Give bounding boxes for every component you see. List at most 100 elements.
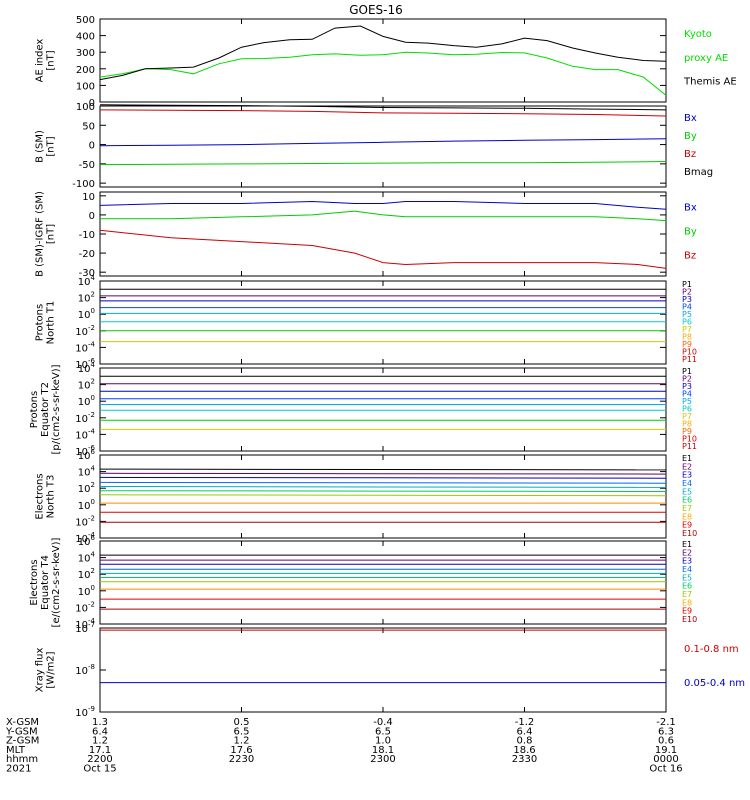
y-tick-label: 100: [78, 307, 95, 321]
series-line-by: [100, 210, 667, 222]
y-axis-label: [W/m2]: [46, 651, 57, 688]
x-axis-tick-value: 6.3: [658, 726, 674, 737]
y-tick-label: 0: [89, 98, 95, 109]
legend-entry: E9: [682, 521, 692, 530]
series-line-e1: [99, 468, 667, 471]
y-axis-label: Xray flux: [35, 648, 46, 693]
y-axis-label: B (SM)-IGRF (SM): [35, 191, 46, 277]
y-tick-label: 102: [78, 291, 95, 305]
legend-entry: P9: [682, 340, 692, 349]
y-tick-label: 50: [82, 121, 95, 132]
y-tick-label: 0: [89, 211, 95, 222]
legend-entry: P3: [682, 295, 692, 304]
y-tick-label: 300: [76, 48, 95, 59]
legend-entry: P5: [682, 397, 692, 406]
y-axis-label: Equator T2: [40, 382, 51, 437]
x-axis-tick-value: 6.4: [517, 726, 533, 737]
series-line-bz: [99, 109, 667, 117]
legend-entry: E10: [682, 529, 697, 538]
legend-entry: P10: [682, 348, 697, 357]
x-axis-tick-value: 17.6: [230, 745, 252, 756]
y-axis-label: Equator T4: [40, 555, 51, 610]
y-tick-label: 10-2: [75, 600, 95, 614]
y-tick-label: 10-2: [75, 324, 95, 338]
panel-ae: 0 100 200 300 400 500 AE index [nT] Kyoto proxy A…: [35, 15, 737, 109]
y-tick-label: 10: [82, 192, 95, 203]
legend-entry: P11: [682, 442, 697, 451]
panel-bres: -30 -20 -10 0 10 B (SM)-IGRF (SM) [nT] Bx By Bz: [35, 191, 697, 279]
x-axis-tick-value: 0.8: [517, 736, 533, 747]
legend-entry: P2: [682, 288, 692, 297]
legend-entry: E3: [682, 471, 692, 480]
y-tick-label: 100: [78, 584, 95, 598]
panel-frame: [99, 18, 667, 103]
y-tick-label: 104: [78, 361, 96, 375]
panel-frame: [99, 454, 667, 539]
x-axis-row-label: X-GSM: [6, 717, 39, 728]
x-axis-tick-value: -1.2: [515, 717, 535, 728]
x-axis-tick-value: 0.6: [658, 736, 674, 747]
x-axis-tick-value: 6.5: [234, 726, 250, 737]
series-line-e4: [99, 481, 667, 484]
y-axis-label: [nT]: [46, 136, 57, 156]
y-tick-label: 102: [78, 481, 95, 495]
legend-entry: E7: [682, 504, 692, 513]
x-axis-row-label: Z-GSM: [6, 736, 39, 747]
y-tick-label: 10-2: [75, 411, 95, 425]
legend-entry: P9: [682, 427, 692, 436]
y-axis-label: Protons: [35, 304, 46, 341]
x-axis-tick-value: 1.2: [92, 736, 108, 747]
legend-entry: By: [684, 226, 697, 237]
legend-entry: E1: [682, 454, 692, 463]
panel-legend: 0.1-0.8 nm 0.05-0.4 nm: [684, 644, 745, 689]
y-axis-label: North T3: [46, 475, 57, 519]
legend-entry: P4: [682, 303, 692, 312]
panel-bsm: -100 -50 0 50 100 B (SM) [nT] Bx By Bz Bmag: [35, 102, 714, 190]
legend-entry: E8: [682, 512, 692, 521]
y-axis-label: AE index: [35, 39, 46, 83]
x-axis-tick-value: 1.2: [234, 736, 250, 747]
y-tick-label: -100: [72, 179, 95, 190]
legend-entry: P6: [682, 318, 692, 327]
y-tick-label: 104: [78, 551, 96, 565]
x-axis-row-label: MLT: [6, 745, 26, 756]
y-tick-label: -20: [79, 249, 95, 260]
series-line-e7: [99, 494, 667, 497]
legend-entry: P6: [682, 405, 692, 414]
panel-legend: Bx By Bz Bmag: [684, 113, 713, 178]
y-tick-label: -30: [79, 268, 95, 279]
legend-entry: P5: [682, 310, 692, 319]
x-axis-tick-value: 2200: [87, 754, 112, 765]
y-tick-label: 104: [78, 465, 96, 479]
legend-entry: E3: [682, 557, 692, 566]
legend-entry: Kyoto: [684, 29, 712, 40]
x-axis-row-label: hhmm: [6, 754, 38, 765]
legend-entry: Bz: [684, 250, 696, 261]
legend-entry: P11: [682, 355, 697, 364]
legend-entry: Bx: [684, 113, 697, 124]
x-axis-row-label: 2021: [6, 764, 31, 775]
legend-entry: Bz: [684, 149, 696, 160]
legend-entry: Bmag: [684, 167, 713, 178]
x-axis-tick-value: 2230: [229, 754, 254, 765]
x-axis-tick-value: 18.1: [372, 745, 394, 756]
y-tick-label: 104: [78, 274, 96, 288]
legend-entry: P2: [682, 375, 692, 384]
y-tick-label: 100: [76, 81, 95, 92]
y-tick-label: 10-8: [75, 663, 95, 677]
y-axis-label: [nT]: [46, 224, 57, 244]
x-axis-row-label: Y-GSM: [5, 726, 38, 737]
y-axis-label: North T1: [46, 301, 57, 345]
legend-entry: E5: [682, 487, 692, 496]
legend-entry: Bx: [684, 202, 697, 213]
y-tick-label: 500: [76, 15, 95, 26]
x-axis-tick-value: 1.0: [375, 736, 391, 747]
legend-entry: E4: [682, 565, 692, 574]
x-axis-table: X-GSMY-GSMZ-GSMMLThhmm20211.36.41.217.12…: [5, 717, 683, 775]
